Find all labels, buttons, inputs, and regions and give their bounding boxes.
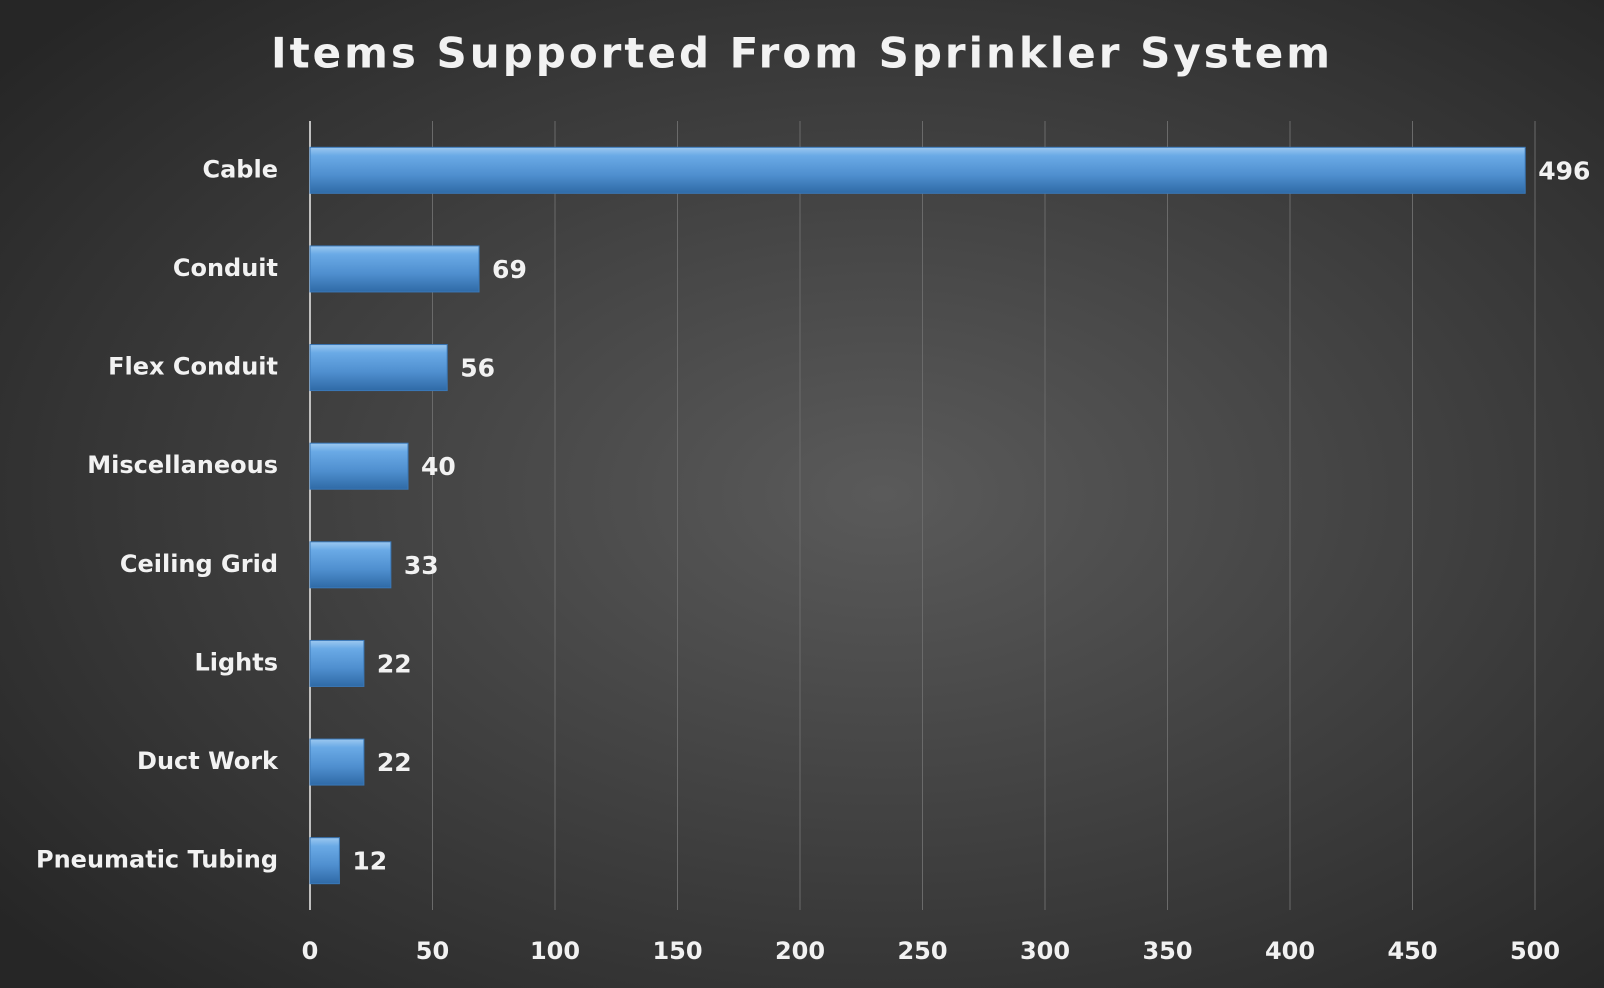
bar — [309, 245, 480, 293]
x-tick-label: 200 — [775, 937, 825, 965]
x-tick-label: 500 — [1510, 937, 1560, 965]
y-tick-label: Lights — [194, 648, 278, 676]
bar — [309, 146, 1526, 194]
bar — [309, 837, 340, 885]
y-tick-label: Miscellaneous — [87, 451, 278, 479]
x-tick-label: 100 — [530, 937, 580, 965]
bar — [309, 442, 409, 490]
bar — [309, 344, 448, 392]
y-tick-label: Cable — [203, 155, 279, 183]
x-tick-label: 150 — [652, 937, 702, 965]
x-tick-label: 300 — [1020, 937, 1070, 965]
data-label: 496 — [1538, 156, 1590, 185]
y-tick-label: Conduit — [173, 254, 278, 282]
bar — [309, 541, 392, 589]
x-tick-label: 350 — [1142, 937, 1192, 965]
data-label: 40 — [421, 452, 456, 481]
y-tick-label: Pneumatic Tubing — [36, 846, 278, 874]
x-tick-label: 50 — [416, 937, 449, 965]
bar — [309, 738, 365, 786]
data-label: 33 — [404, 551, 439, 580]
y-tick-label: Ceiling Grid — [120, 550, 278, 578]
x-tick-label: 0 — [302, 937, 319, 965]
x-tick-label: 250 — [897, 937, 947, 965]
data-label: 22 — [377, 748, 412, 777]
data-label: 22 — [377, 649, 412, 678]
data-label: 12 — [352, 847, 387, 876]
data-label: 69 — [492, 255, 527, 284]
data-label: 56 — [460, 354, 495, 383]
chart-title: Items Supported From Sprinkler System — [271, 29, 1333, 78]
bar — [309, 639, 365, 687]
y-tick-label: Flex Conduit — [108, 353, 278, 381]
x-tick-label: 400 — [1265, 937, 1315, 965]
x-tick-label: 450 — [1387, 937, 1437, 965]
y-tick-label: Duct Work — [137, 747, 279, 775]
